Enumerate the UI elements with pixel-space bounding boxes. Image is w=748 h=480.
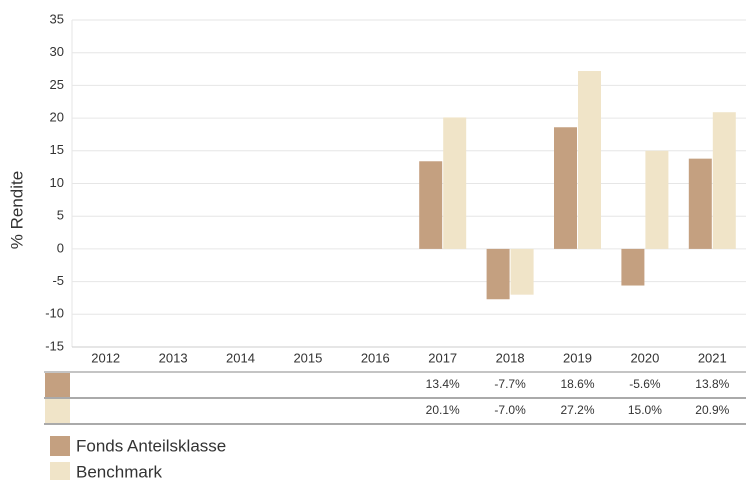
table-value: 18.6% (560, 377, 594, 391)
x-tick-label: 2014 (226, 350, 255, 365)
y-tick-label: 5 (57, 208, 64, 223)
y-tick-label: 25 (50, 77, 64, 92)
x-tick-label: 2013 (159, 350, 188, 365)
y-tick-label: 20 (50, 110, 64, 125)
y-axis-label: % Rendite (7, 171, 26, 249)
y-tick-label: 35 (50, 11, 64, 26)
y-tick-label: 30 (50, 44, 64, 59)
bar (712, 112, 736, 249)
table-value: 20.1% (426, 403, 460, 417)
y-tick-label: -10 (45, 306, 64, 321)
table-value: -7.7% (494, 377, 526, 391)
table-value: 27.2% (560, 403, 594, 417)
y-tick-label: -15 (45, 338, 64, 353)
table-swatch (45, 373, 70, 397)
table-value: 15.0% (628, 403, 662, 417)
legend-label: Fonds Anteilsklasse (76, 436, 226, 455)
bar (554, 127, 577, 249)
table-value: 13.8% (695, 377, 729, 391)
x-tick-label: 2019 (563, 350, 592, 365)
y-tick-label: -5 (52, 273, 64, 288)
x-tick-label: 2017 (428, 350, 457, 365)
bar (645, 150, 669, 249)
x-tick-label: 2018 (496, 350, 525, 365)
bar (510, 248, 534, 295)
legend-label: Benchmark (76, 462, 162, 480)
bar (486, 248, 510, 300)
table-value: 20.9% (695, 403, 729, 417)
bar (621, 248, 645, 286)
table-value: -5.6% (629, 377, 661, 391)
bar (578, 71, 601, 249)
table-swatch (45, 399, 70, 423)
table-value: -7.0% (494, 403, 526, 417)
x-tick-label: 2016 (361, 350, 390, 365)
bar (443, 117, 467, 249)
y-tick-label: 15 (50, 142, 64, 157)
legend-swatch (50, 462, 70, 480)
y-tick-label: 0 (57, 240, 64, 255)
x-tick-label: 2020 (630, 350, 659, 365)
legend-swatch (50, 436, 70, 456)
bar (688, 158, 712, 249)
y-tick-label: 10 (50, 175, 64, 190)
x-tick-label: 2015 (293, 350, 322, 365)
x-tick-label: 2021 (698, 350, 727, 365)
bar (419, 161, 443, 249)
table-value: 13.4% (426, 377, 460, 391)
x-tick-label: 2012 (91, 350, 120, 365)
